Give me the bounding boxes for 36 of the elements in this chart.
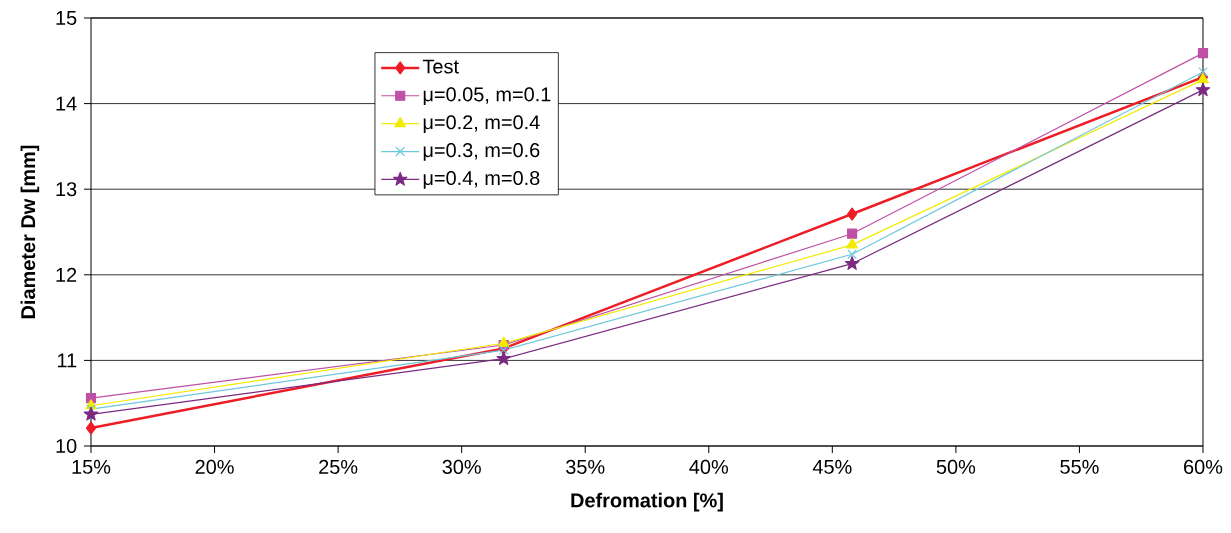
point xyxy=(83,406,99,421)
y-tick-label: 15 xyxy=(56,11,77,25)
point xyxy=(846,238,858,249)
point xyxy=(497,336,510,347)
x-tick-label: 20% xyxy=(195,459,234,474)
x-tick-label: 35% xyxy=(566,459,605,474)
legend-label: μ=0.4, m=0.8 xyxy=(423,170,540,189)
legend-label: μ=0.2, m=0.4 xyxy=(423,115,540,133)
point xyxy=(498,345,509,355)
point xyxy=(844,256,860,270)
y-axis-title: Diameter Dw [mm] xyxy=(20,145,40,319)
y-tick-label: 12 xyxy=(56,267,77,282)
point xyxy=(846,207,858,221)
point xyxy=(1197,47,1209,59)
x-tick-label: 15% xyxy=(72,459,111,474)
legend-label: μ=0.3, m=0.6 xyxy=(423,143,540,161)
point xyxy=(846,228,858,239)
y-tick-label: 14 xyxy=(56,96,77,111)
point xyxy=(496,351,511,365)
point xyxy=(847,249,857,260)
point xyxy=(85,421,97,435)
x-axis-title: Defromation [%] xyxy=(571,492,723,512)
point xyxy=(1195,82,1211,97)
y-tick-label: 10 xyxy=(56,438,77,454)
legend-label: Test xyxy=(422,59,459,74)
y-tick-label: 13 xyxy=(56,182,77,197)
x-tick-label: 45% xyxy=(812,459,852,474)
x-tick-label: 50% xyxy=(936,459,976,474)
legend-label: μ=0.05, m=0.1 xyxy=(423,87,551,106)
x-tick-label: 25% xyxy=(319,459,358,474)
point xyxy=(1198,67,1208,77)
x-tick-label: 40% xyxy=(689,459,728,474)
x-tick-label: 60% xyxy=(1184,459,1223,474)
x-tick-label: 30% xyxy=(442,459,481,474)
y-tick-label: 11 xyxy=(57,353,77,368)
x-tick-label: 55% xyxy=(1060,459,1099,474)
